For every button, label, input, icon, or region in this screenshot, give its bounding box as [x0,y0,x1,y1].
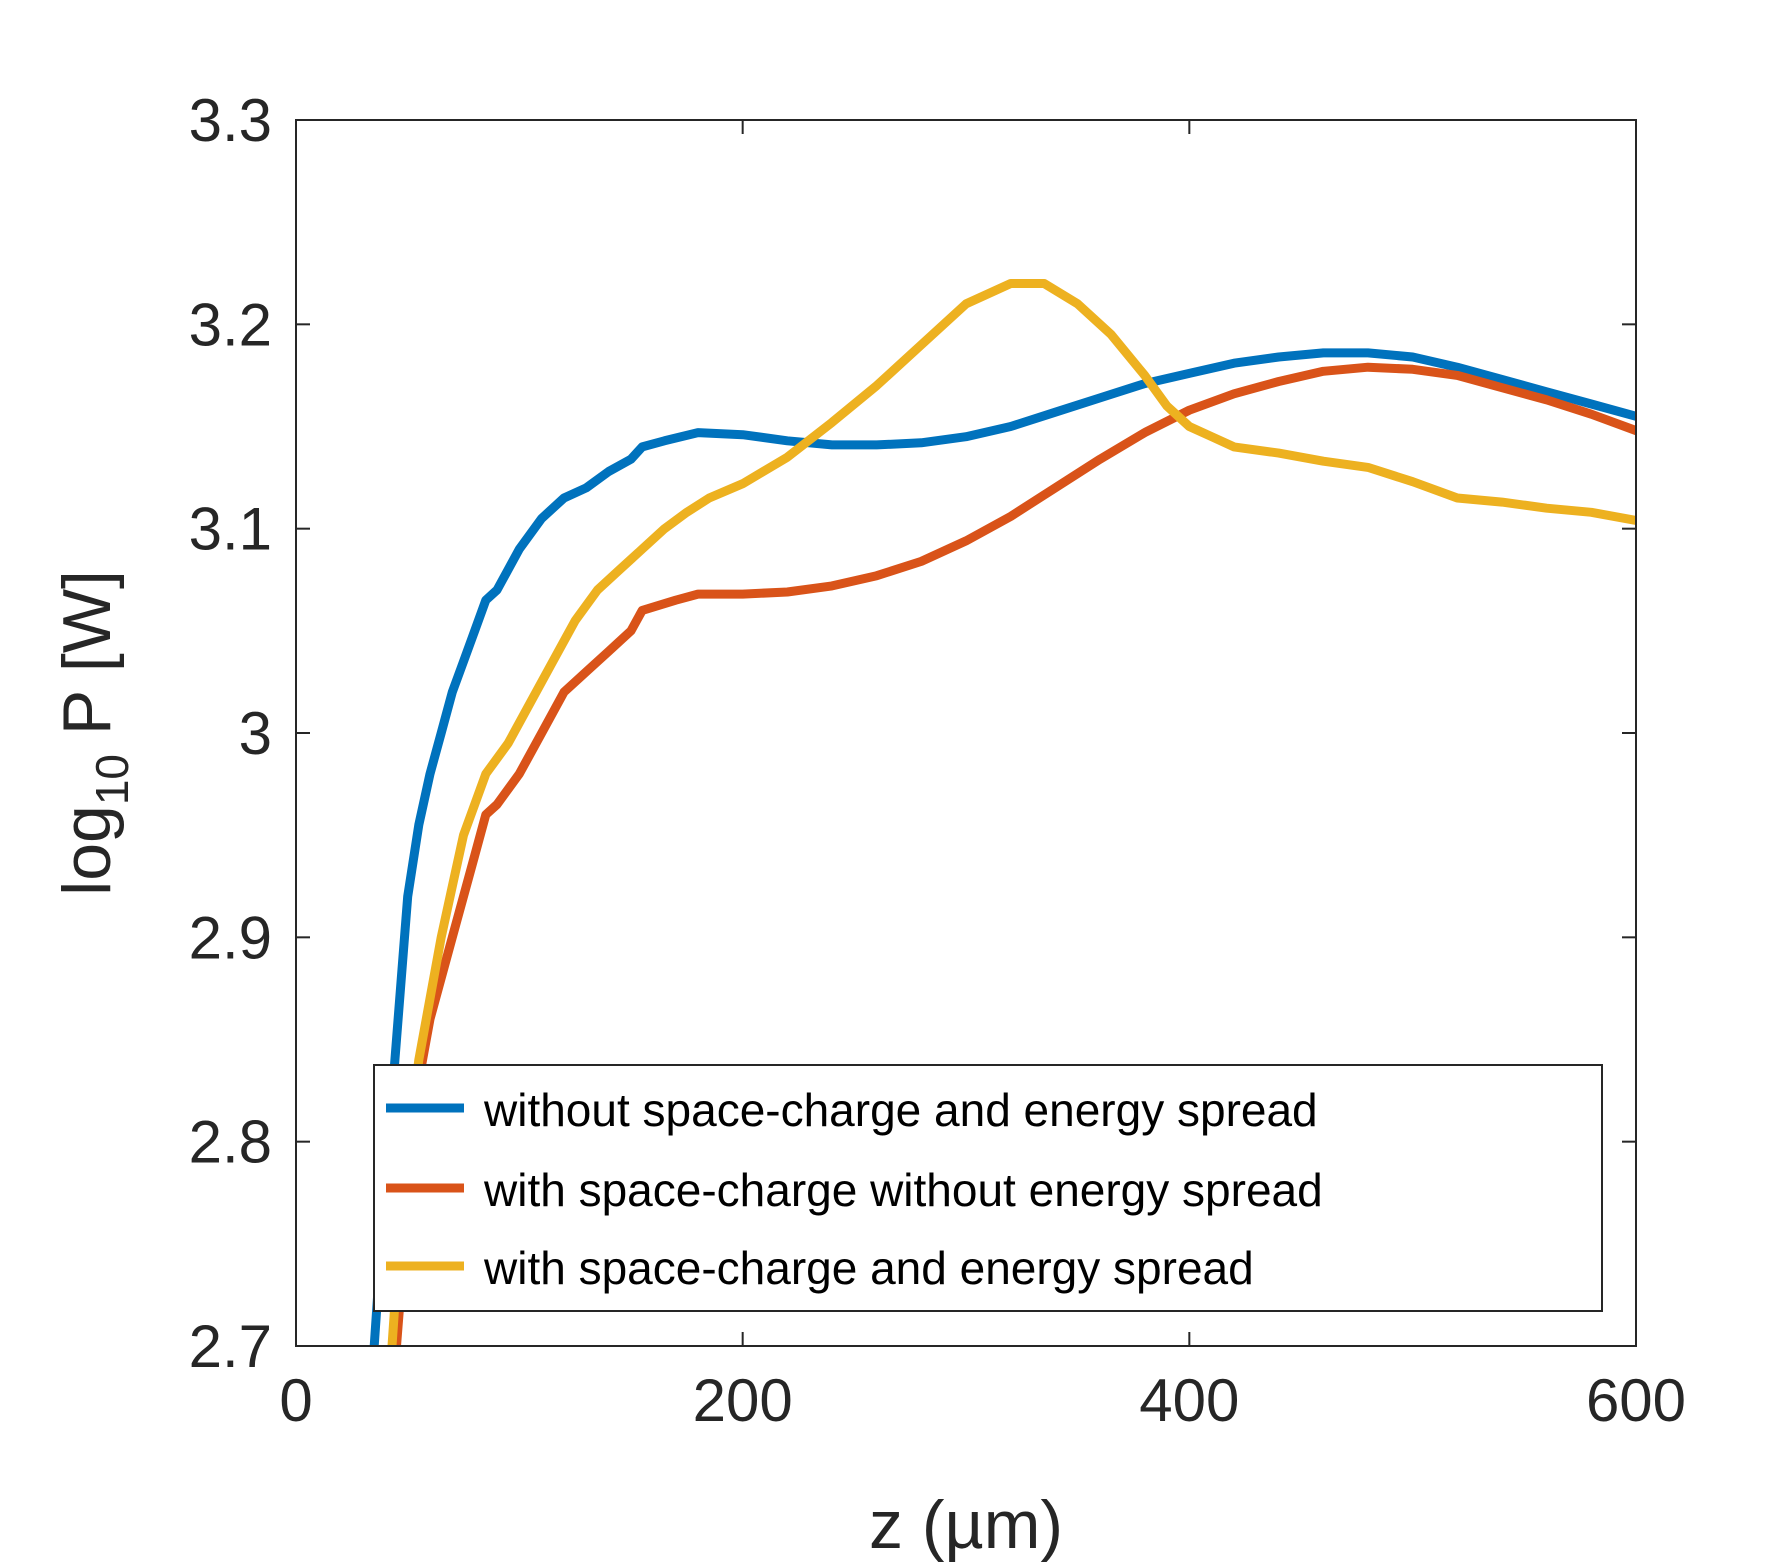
y-axis-label-group: log10 P [W] [49,570,138,896]
legend-label-series-0: without space-charge and energy spread [483,1084,1318,1136]
x-tick-label: 200 [693,1367,793,1434]
y-axis-label-rest: P [W] [49,570,125,754]
y-tick-labels: 2.7 2.8 2.9 3 3.1 3.2 3.3 [189,87,272,1380]
x-tick-labels: 0 200 400 600 [279,1367,1686,1434]
y-axis-label-subscript: 10 [86,754,138,805]
legend-label-series-1: with space-charge without energy spread [483,1164,1323,1216]
series-line-0 [369,348,1636,1346]
x-axis-label: z (µm) [869,1487,1063,1563]
y-tick-label: 2.9 [189,904,272,971]
legend-label-series-2: with space-charge and energy spread [483,1242,1254,1294]
legend: without space-charge and energy spread w… [373,1064,1603,1312]
plot-frame [295,119,1637,1347]
y-axis-label: log10 P [W] [49,570,138,896]
y-tick-label: 2.8 [189,1109,272,1176]
y-tick-label: 3.2 [189,291,272,358]
legend-box [373,1064,1603,1312]
y-tick-label: 3 [239,700,272,767]
y-tick-label: 3.3 [189,87,272,154]
x-tick-label: 0 [279,1367,312,1434]
x-tick-label: 400 [1139,1367,1239,1434]
series-line-2 [387,279,1636,1346]
series-layer [369,279,1636,1346]
x-tick-label: 600 [1586,1367,1686,1434]
series-line-1 [392,362,1636,1346]
y-tick-label: 2.7 [189,1313,272,1380]
y-axis-label-base: log [49,805,125,896]
y-tick-label: 3.1 [189,496,272,563]
